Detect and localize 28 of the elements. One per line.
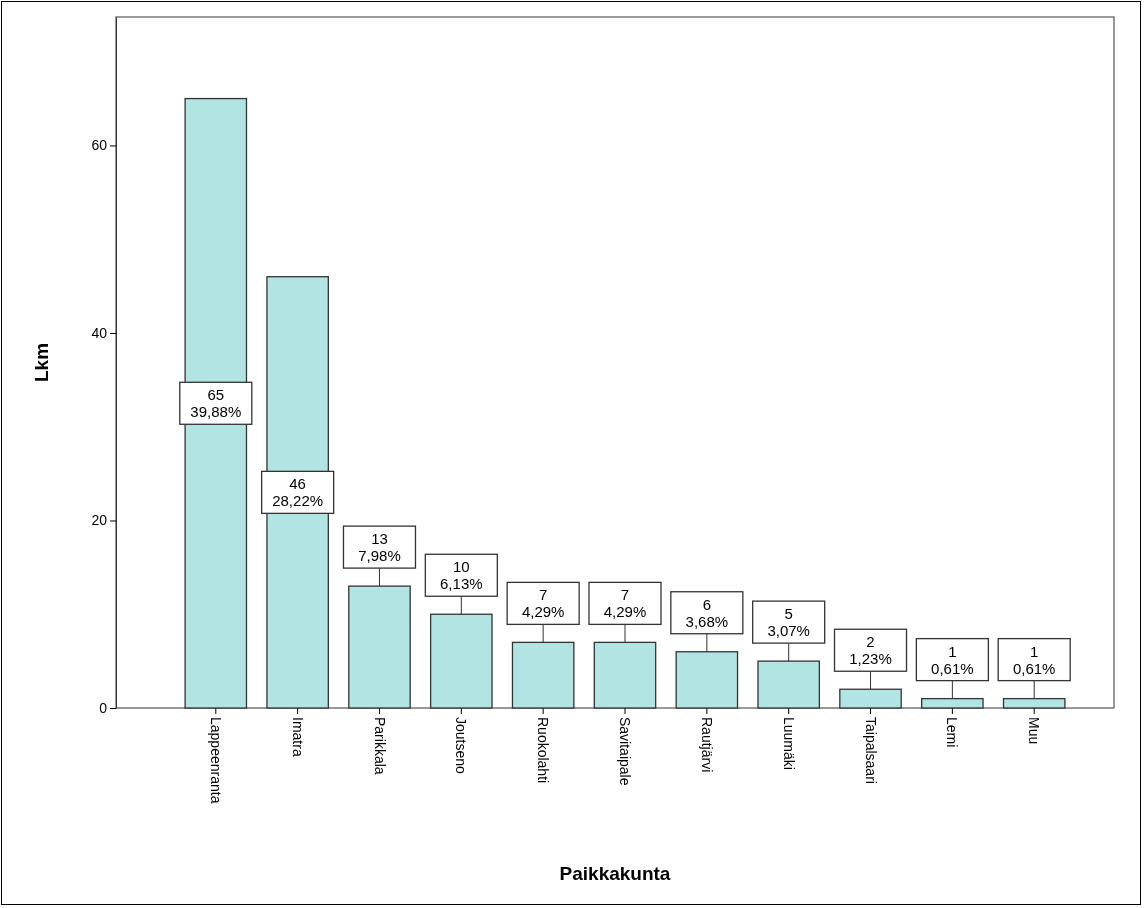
data-label: 7 4,29% (603, 586, 647, 621)
x-tick-label: Lappeenranta (207, 717, 224, 804)
x-tick-label: Savitaipale (617, 717, 634, 786)
x-tick-label: Taipalsaari (862, 717, 879, 784)
x-tick-label: Rautjärvi (698, 717, 715, 773)
data-label: 10 6,13% (440, 558, 483, 593)
x-tick-label: Lemi (944, 717, 961, 748)
y-tick-label: 0 (99, 699, 108, 716)
data-label: 2 1,23% (849, 633, 892, 668)
y-tick-label: 60 (91, 137, 108, 154)
data-label: 6 3,68% (685, 595, 729, 630)
x-tick-label: Imatra (289, 717, 306, 757)
x-tick-label: Luumäki (780, 717, 797, 770)
x-tick-label: Parikkala (371, 717, 388, 775)
x-tick-label: Ruokolahti (535, 717, 552, 784)
data-label: 65 39,88% (190, 386, 242, 421)
data-label: 5 3,07% (767, 605, 810, 640)
y-axis-title: Lkm (31, 342, 52, 383)
data-label: 1 0,61% (1012, 642, 1056, 677)
x-axis-title: Paikkakunta (559, 863, 671, 884)
data-label: 7 4,29% (521, 586, 565, 621)
data-label: 1 0,61% (931, 642, 974, 677)
data-label: 46 28,22% (272, 475, 324, 510)
x-tick-label: Joutseno (453, 717, 470, 775)
y-tick-label: 20 (91, 512, 108, 529)
y-tick-label: 40 (91, 324, 108, 341)
data-label: 13 7,98% (358, 530, 401, 565)
x-tick-label: Muu (1026, 717, 1043, 745)
